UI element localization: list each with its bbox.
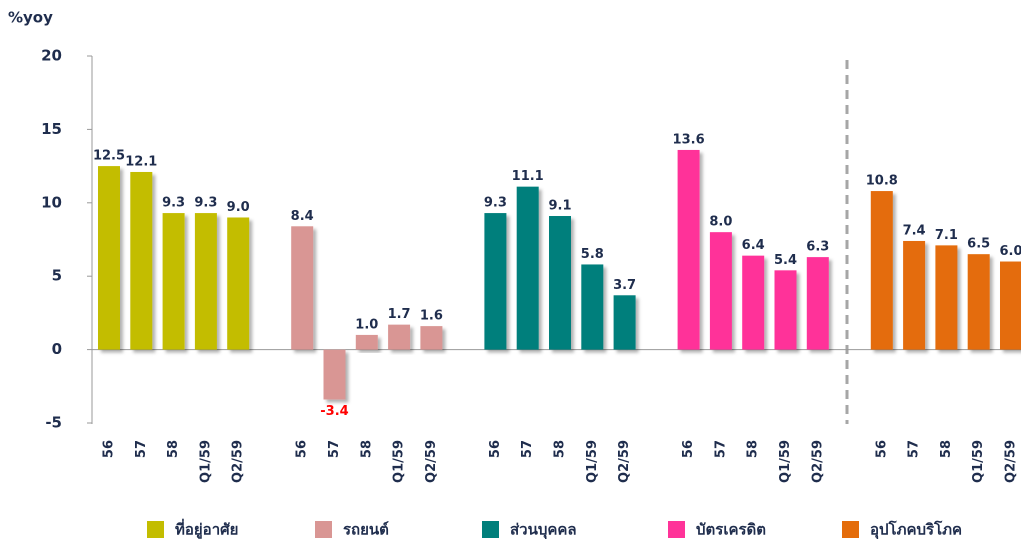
legend-swatch xyxy=(147,521,164,538)
x-tick-label: 57 xyxy=(713,440,728,458)
bar xyxy=(967,254,990,350)
value-label: 8.4 xyxy=(291,209,314,224)
x-tick-label: 58 xyxy=(553,440,568,458)
value-label: 9.3 xyxy=(194,196,217,211)
value-label: 9.1 xyxy=(548,199,571,214)
x-tick-label: Q2/59 xyxy=(617,440,632,483)
legend-swatch xyxy=(842,521,859,538)
bar xyxy=(581,264,604,350)
x-tick-label: 57 xyxy=(327,440,342,458)
y-tick-label: 10 xyxy=(41,193,62,211)
bar xyxy=(870,191,893,350)
value-label: 9.3 xyxy=(484,196,507,211)
x-tick-label: Q1/59 xyxy=(392,440,407,483)
value-label: 5.8 xyxy=(581,247,604,262)
value-label: 9.0 xyxy=(227,200,250,215)
y-axis-label: %yoy xyxy=(8,9,53,27)
bar xyxy=(130,171,153,350)
bar xyxy=(677,149,700,350)
bar xyxy=(613,295,636,350)
bar xyxy=(1000,261,1021,350)
value-label: 11.1 xyxy=(512,169,544,184)
bar xyxy=(162,213,185,350)
bar xyxy=(549,216,571,350)
value-label: 1.7 xyxy=(388,307,411,322)
bar xyxy=(774,270,797,350)
value-label: 6.4 xyxy=(742,238,765,253)
value-label: 12.1 xyxy=(125,154,157,169)
value-label: 1.6 xyxy=(420,309,443,324)
legend-label: อุปโภคบริโภค xyxy=(870,520,962,540)
value-label: 9.3 xyxy=(162,196,185,211)
x-tick-label: Q2/59 xyxy=(1004,440,1019,483)
legend-swatch xyxy=(668,521,685,538)
y-tick-label: 20 xyxy=(41,47,62,65)
value-label: 10.8 xyxy=(866,174,898,189)
x-tick-label: Q1/59 xyxy=(198,440,213,483)
x-tick-label: Q2/59 xyxy=(424,440,439,483)
value-label: 1.0 xyxy=(355,317,378,332)
value-label: 12.5 xyxy=(93,149,125,164)
x-tick-label: 58 xyxy=(746,440,761,458)
bar xyxy=(227,217,250,350)
bar xyxy=(903,240,926,350)
bar xyxy=(742,255,765,350)
bar xyxy=(291,226,314,350)
x-tick-label: 58 xyxy=(939,440,954,458)
x-tick-label: 57 xyxy=(134,440,149,458)
legend-swatch xyxy=(482,521,499,538)
bar xyxy=(516,186,539,350)
bar xyxy=(323,349,346,400)
y-tick-label: 0 xyxy=(52,340,62,358)
x-tick-label: 56 xyxy=(102,440,117,458)
value-label: 6.5 xyxy=(967,237,990,252)
y-tick-label: 5 xyxy=(52,267,62,285)
x-tick-label: 56 xyxy=(874,440,889,458)
value-label: 7.1 xyxy=(935,228,958,243)
value-label: 7.4 xyxy=(903,223,926,238)
value-label: 13.6 xyxy=(673,132,705,147)
x-tick-label: 56 xyxy=(681,440,696,458)
y-tick-label: 15 xyxy=(41,120,62,138)
bar xyxy=(709,232,732,350)
x-tick-label: 57 xyxy=(907,440,922,458)
x-tick-label: 56 xyxy=(295,440,310,458)
bar xyxy=(420,326,443,350)
bar xyxy=(355,334,378,350)
bar xyxy=(98,166,120,350)
bar xyxy=(935,245,958,350)
value-label: 5.4 xyxy=(774,253,797,268)
value-label: 6.3 xyxy=(806,240,829,255)
bar xyxy=(194,213,217,350)
x-tick-label: Q1/59 xyxy=(971,440,986,483)
x-tick-label: 58 xyxy=(359,440,374,458)
y-tick-label: -5 xyxy=(45,414,62,432)
legend-label: ที่อยู่อาศัย xyxy=(175,519,238,540)
bar xyxy=(806,257,829,350)
legend-label: บัตรเครดิต xyxy=(696,521,766,539)
value-label: 3.7 xyxy=(613,278,636,293)
x-tick-label: 57 xyxy=(520,440,535,458)
value-label: 8.0 xyxy=(709,215,732,230)
legend-swatch xyxy=(315,521,332,538)
x-tick-label: 56 xyxy=(488,440,503,458)
x-tick-label: Q1/59 xyxy=(778,440,793,483)
value-label: -3.4 xyxy=(320,404,348,419)
x-tick-label: 58 xyxy=(166,440,181,458)
bar xyxy=(484,213,507,350)
legend-label: ส่วนบุคคล xyxy=(510,521,577,540)
value-label: 6.0 xyxy=(999,244,1021,259)
x-tick-label: Q2/59 xyxy=(231,440,246,483)
x-tick-label: Q2/59 xyxy=(810,440,825,483)
legend-label: รถยนต์ xyxy=(343,521,389,539)
bar xyxy=(388,324,411,350)
x-tick-label: Q1/59 xyxy=(585,440,600,483)
